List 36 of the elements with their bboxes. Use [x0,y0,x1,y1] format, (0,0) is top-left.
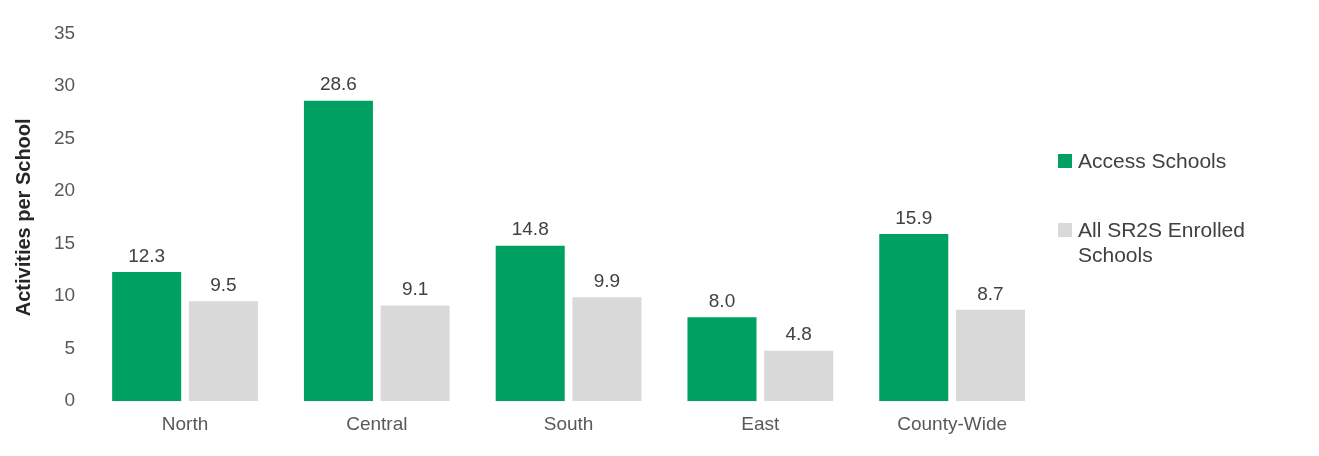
y-tick-label: 30 [53,74,76,96]
data-label: 9.1 [401,278,429,300]
data-label: 8.7 [977,282,1004,304]
bar [112,271,182,402]
x-tick-label: South [543,412,594,434]
y-tick-label: 15 [53,231,76,253]
data-label: 9.9 [593,269,621,291]
data-label: 9.5 [210,274,237,296]
bar [879,234,949,402]
x-tick-label: County-Wide [897,412,1008,434]
y-tick-label: 20 [53,179,76,201]
y-tick-label: 10 [53,284,76,306]
bar [955,309,1025,402]
y-tick-label: 25 [53,126,76,148]
data-label: 14.8 [511,218,549,240]
y-axis-title: Activities per School [11,118,34,317]
x-tick-label: North [161,412,209,434]
bar [572,297,642,402]
legend-label: All SR2S Enrolled Schools [1078,217,1246,267]
bar [687,317,757,402]
bar [188,301,258,402]
legend-label: Access Schools [1078,148,1228,173]
bar [764,350,834,402]
data-label: 15.9 [895,206,933,228]
data-label: 12.3 [128,244,166,266]
data-label: 8.0 [708,289,736,311]
bar [303,100,373,402]
x-tick-label: East [741,412,781,434]
x-tick-label: Central [346,412,408,434]
data-label: 4.8 [785,323,812,345]
data-label: 28.6 [319,73,357,95]
y-tick-label: 35 [53,21,76,43]
bar [495,245,565,402]
y-tick-label: 0 [64,389,76,411]
bar [380,305,450,402]
y-tick-label: 5 [64,336,76,358]
